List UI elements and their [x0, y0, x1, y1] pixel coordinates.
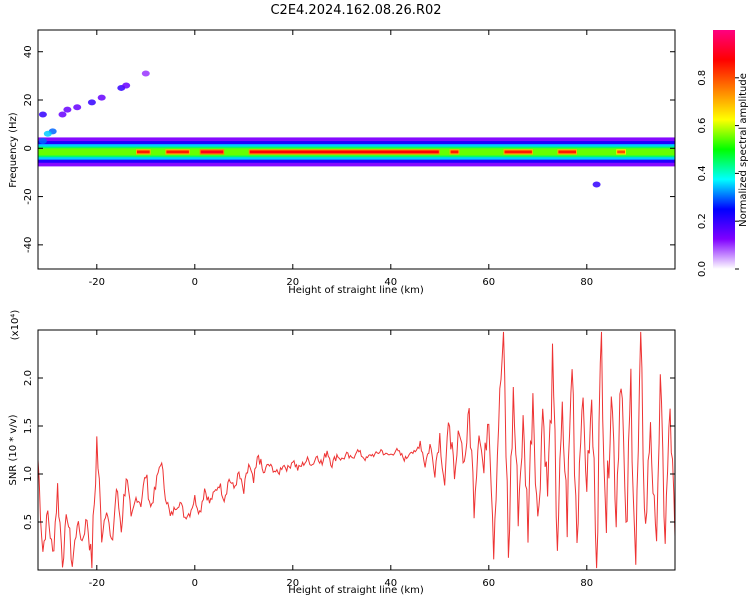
colorbar-label: Normalized spectral amplitude	[738, 73, 749, 227]
band-segment-core	[504, 150, 532, 154]
snr-frame	[37, 329, 676, 571]
x-tick-label: 20	[286, 578, 299, 589]
colorbar-tick-label: 0.4	[697, 165, 708, 181]
spectral-blob	[63, 106, 72, 113]
y-tick-label: 0.5	[23, 514, 34, 530]
spectral-blob	[87, 99, 96, 106]
spectrogram-heatmap	[38, 70, 675, 188]
x-tick-label: -20	[89, 277, 105, 288]
band-segment-core	[558, 150, 576, 154]
spectral-blob	[43, 130, 52, 137]
spectral-blob	[122, 82, 131, 89]
snr-y-label: SNR (10 * v/v)	[8, 414, 19, 485]
x-tick-label: 60	[482, 578, 495, 589]
spectral-blob	[141, 70, 150, 77]
spectrogram-panel: -20 0 20 40 60 80 40 20 0 -20 -40 Height of strai…	[8, 29, 676, 296]
figure-title: C2E4.2024.162.08.26.R02	[270, 3, 441, 18]
spectral-blob	[97, 94, 106, 101]
y-tick-label: -20	[23, 188, 34, 204]
y-tick-label: 0	[23, 145, 34, 151]
y-tick-label: 1.5	[23, 418, 34, 434]
x-tick-label: 40	[384, 578, 397, 589]
snr-scale-label: (x10⁴)	[10, 310, 21, 341]
colorbar-tick-label: 0.2	[697, 213, 708, 229]
snr-series-line	[38, 331, 675, 569]
x-tick-label: 80	[580, 578, 593, 589]
x-tick-label: 0	[192, 277, 198, 288]
x-tick-label: 80	[580, 277, 593, 288]
snr-y-ticks: 0.5 1.0 1.5 2.0	[23, 370, 675, 530]
x-tick-label: 0	[192, 578, 198, 589]
spectrogram-y-label: Frequency (Hz)	[8, 112, 19, 188]
colorbar-tick-label: 0.8	[697, 70, 708, 86]
snr-x-ticks: -20 0 20 40 60 80	[89, 330, 593, 589]
band-segment-core	[137, 150, 150, 154]
spectrogram-y-ticks: 40 20 0 -20 -40	[23, 45, 675, 253]
y-tick-label: -40	[23, 237, 34, 253]
spectral-blob	[73, 104, 82, 111]
x-tick-label: 20	[286, 277, 299, 288]
x-tick-label: 60	[482, 277, 495, 288]
colorbar-tick-label: 0.0	[697, 261, 708, 277]
band-segment-core	[450, 150, 459, 154]
band-segment-core	[200, 150, 224, 154]
x-tick-label: -20	[89, 578, 105, 589]
y-tick-label: 20	[23, 94, 34, 107]
band-segment-core	[249, 150, 439, 154]
band-segment-core	[166, 150, 189, 154]
band-segment-core	[617, 150, 625, 154]
colorbar-ticks: 0.0 0.2 0.4 0.6 0.8	[697, 70, 739, 277]
snr-panel: -20 0 20 40 60 80 0.5 1.0 1.5 2.0 Height of stra…	[8, 310, 676, 596]
spectrogram-x-label: Height of straight line (km)	[288, 285, 424, 296]
y-tick-label: 2.0	[23, 370, 34, 386]
spectral-blob	[58, 111, 67, 118]
colorbar-tick-label: 0.6	[697, 118, 708, 134]
snr-x-label: Height of straight line (km)	[288, 585, 424, 596]
y-tick-label: 1.0	[23, 466, 34, 482]
colorbar: 0.0 0.2 0.4 0.6 0.8 Normalized spectral ampl…	[697, 30, 749, 277]
colorbar-gradient	[713, 30, 735, 269]
spectral-blob	[38, 138, 47, 145]
spectral-blob	[38, 111, 47, 118]
y-tick-label: 40	[23, 45, 34, 58]
spectral-blob	[592, 181, 601, 188]
spectrogram-frame	[37, 29, 676, 270]
spectrogram-x-ticks: -20 0 20 40 60 80	[89, 30, 593, 288]
x-tick-label: 40	[384, 277, 397, 288]
